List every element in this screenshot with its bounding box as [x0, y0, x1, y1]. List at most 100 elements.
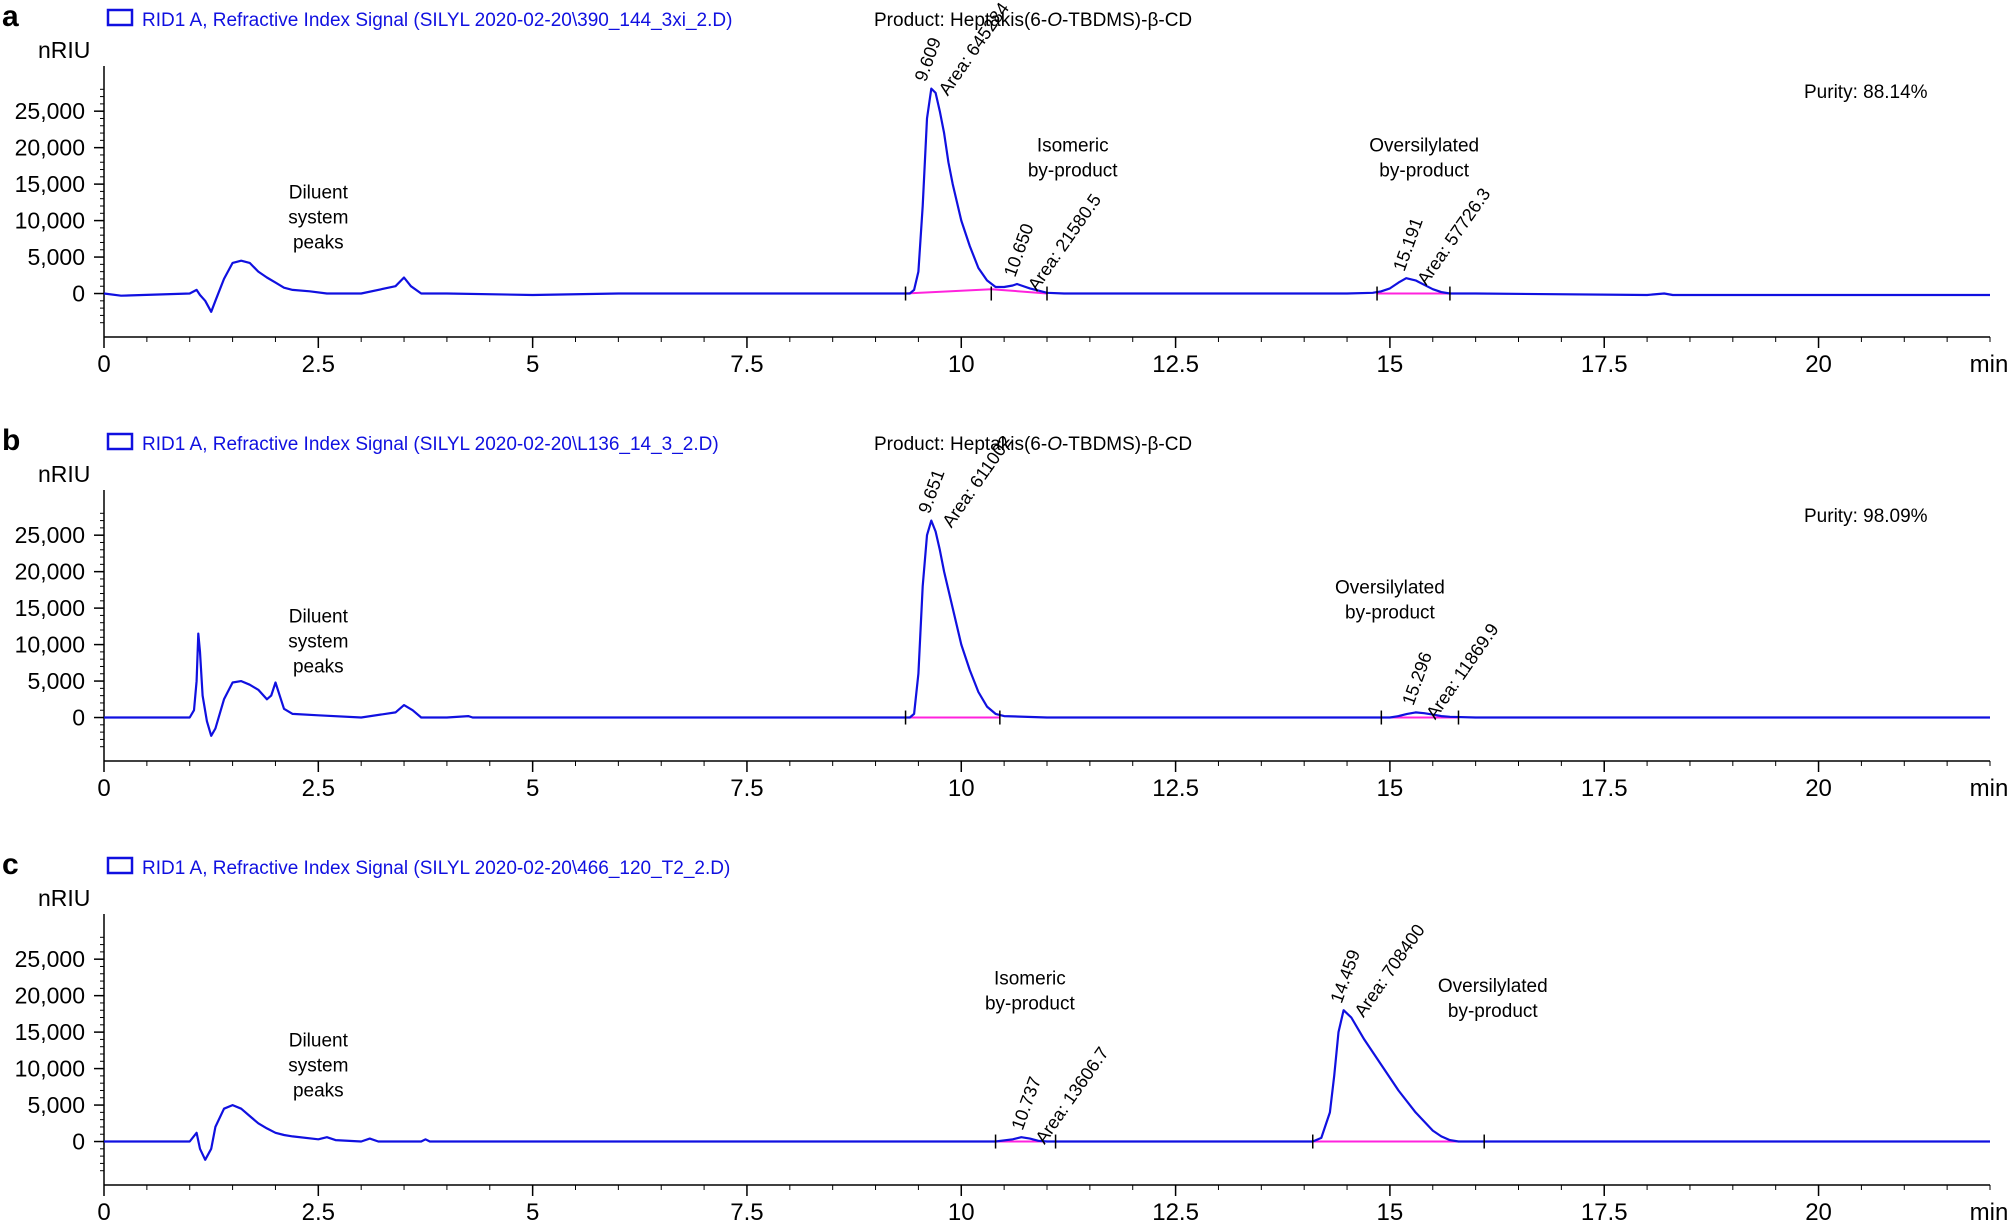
- legend-text: RID1 A, Refractive Index Signal (SILYL 2…: [142, 434, 719, 455]
- product-label-prefix: Product: Heptakis(6-: [874, 10, 1047, 31]
- y-tick-label: 20,000: [15, 559, 85, 585]
- x-tick-label: 12.5: [1152, 775, 1199, 802]
- x-tick-label: 0: [97, 1199, 110, 1220]
- peak-note-line: Diluent: [289, 1031, 349, 1052]
- x-tick-label: 7.5: [730, 351, 763, 378]
- x-tick-label: 2.5: [302, 1199, 335, 1220]
- product-label-prefix: Product: Heptakis(6-: [874, 434, 1047, 455]
- product-label: Product: Heptakis(6-O-TBDMS)-β-CD: [874, 10, 1192, 31]
- legend-swatch: [106, 856, 134, 875]
- peak-note: Oversilylated by-product: [1369, 135, 1479, 181]
- product-label-suffix: -TBDMS)-β-CD: [1062, 434, 1192, 455]
- peak-rt-label: 9.609: [911, 35, 945, 84]
- peak-note-line: Diluent: [289, 607, 349, 628]
- x-tick-label: 5: [526, 351, 539, 378]
- legend-text: RID1 A, Refractive Index Signal (SILYL 2…: [142, 10, 732, 31]
- x-tick-label: 10: [948, 775, 975, 802]
- y-tick-label: 0: [72, 1129, 85, 1155]
- peak-note-line: Oversilylated: [1369, 135, 1479, 156]
- peak-area-label: Area: 21580.5: [1024, 190, 1105, 294]
- integration-baseline: [905, 288, 1048, 295]
- peak-note-line: Oversilylated: [1438, 976, 1548, 997]
- peak-note: Oversilylated by-product: [1335, 578, 1445, 624]
- peak-note-line: by-product: [985, 994, 1075, 1015]
- y-tick-label: 15,000: [15, 595, 85, 621]
- peak-note: Diluent system peaks: [288, 1031, 348, 1102]
- x-tick-label: 10: [948, 1199, 975, 1220]
- peak-note-line: system: [288, 632, 348, 653]
- y-axis-label: nRIU: [38, 461, 90, 487]
- x-tick-label: 12.5: [1152, 351, 1199, 378]
- signal-trace: [104, 1009, 1990, 1161]
- peak-note-line: peaks: [293, 657, 344, 678]
- y-tick-label: 15,000: [15, 1019, 85, 1045]
- peak-note: Isomeric by-product: [985, 969, 1075, 1015]
- x-tick-label: 17.5: [1581, 775, 1628, 802]
- peak-note: Diluent system peaks: [288, 607, 348, 678]
- y-tick-label: 10,000: [15, 208, 85, 234]
- peak-note-line: by-product: [1028, 160, 1118, 181]
- peak-note-line: peaks: [293, 1081, 344, 1102]
- peak-area-label: Area: 13606.7: [1031, 1043, 1112, 1147]
- x-axis-unit: min: [1970, 351, 2009, 378]
- y-tick-label: 0: [72, 281, 85, 307]
- legend-text: RID1 A, Refractive Index Signal (SILYL 2…: [142, 858, 730, 879]
- y-tick-label: 25,000: [15, 946, 85, 972]
- peak-note: Oversilylated by-product: [1438, 976, 1548, 1022]
- peak-area-label: Area: 57726.3: [1413, 184, 1494, 288]
- x-axis-unit: min: [1970, 775, 2009, 802]
- y-axis-label: nRIU: [38, 885, 90, 911]
- x-tick-label: 17.5: [1581, 1199, 1628, 1220]
- y-tick-label: 20,000: [15, 135, 85, 161]
- peak-note-line: system: [288, 1056, 348, 1077]
- y-tick-label: 0: [72, 705, 85, 731]
- x-tick-label: 20: [1805, 775, 1832, 802]
- x-tick-label: 2.5: [302, 775, 335, 802]
- product-label-italic: O: [1047, 434, 1062, 455]
- chart-panel-c: c RID1 A, Refractive Index Signal (SILYL …: [2, 848, 2008, 1225]
- signal-trace: [104, 519, 1990, 737]
- peak-note-line: peaks: [293, 233, 344, 254]
- y-tick-label: 10,000: [15, 632, 85, 658]
- product-label-suffix: -TBDMS)-β-CD: [1062, 10, 1192, 31]
- y-axis-label: nRIU: [38, 37, 90, 63]
- peak-area-label: Area: 708400: [1350, 921, 1428, 1021]
- chart-panel-b: b RID1 A, Refractive Index Signal (SILYL …: [2, 424, 2008, 802]
- x-tick-label: 0: [97, 351, 110, 378]
- peak-note-line: system: [288, 208, 348, 229]
- x-tick-label: 15: [1377, 351, 1404, 378]
- peak-note-line: Oversilylated: [1335, 578, 1445, 599]
- x-tick-label: 15: [1377, 1199, 1404, 1220]
- y-tick-label: 5,000: [27, 1092, 85, 1118]
- x-tick-label: 20: [1805, 351, 1832, 378]
- peak-note-line: by-product: [1448, 1001, 1538, 1022]
- y-tick-label: 25,000: [15, 98, 85, 124]
- peak-note: Diluent system peaks: [288, 183, 348, 254]
- peak-area-label: Area: 11869.9: [1422, 620, 1502, 723]
- x-tick-label: 12.5: [1152, 1199, 1199, 1220]
- panel-label: c: [2, 848, 19, 881]
- x-tick-label: 10: [948, 351, 975, 378]
- peak-note-line: Isomeric: [994, 969, 1066, 990]
- peak-note-line: by-product: [1345, 603, 1435, 624]
- x-tick-label: 2.5: [302, 351, 335, 378]
- x-tick-label: 7.5: [730, 1199, 763, 1220]
- x-tick-label: 15: [1377, 775, 1404, 802]
- y-tick-label: 25,000: [15, 522, 85, 548]
- x-tick-label: 5: [526, 1199, 539, 1220]
- chart-panel-a: a RID1 A, Refractive Index Signal (SILYL …: [2, 0, 2008, 378]
- purity-label: Purity: 98.09%: [1804, 506, 1928, 527]
- purity-label: Purity: 88.14%: [1804, 82, 1928, 103]
- x-tick-label: 7.5: [730, 775, 763, 802]
- peak-note-line: Isomeric: [1037, 135, 1109, 156]
- peak-note-line: by-product: [1379, 160, 1469, 181]
- product-label: Product: Heptakis(6-O-TBDMS)-β-CD: [874, 434, 1192, 455]
- y-tick-label: 15,000: [15, 171, 85, 197]
- x-tick-label: 5: [526, 775, 539, 802]
- legend-swatch: [106, 8, 134, 27]
- x-tick-label: 0: [97, 775, 110, 802]
- y-tick-label: 10,000: [15, 1056, 85, 1082]
- peak-rt-label: 9.651: [914, 467, 948, 516]
